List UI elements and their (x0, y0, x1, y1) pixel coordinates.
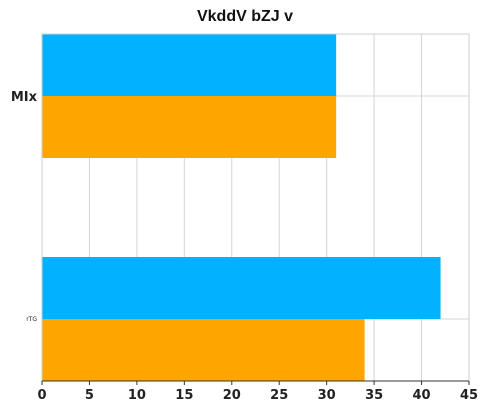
x-tick-label: 40 (413, 388, 431, 403)
x-tick-label: 35 (365, 388, 383, 403)
y-tick-label: MIx (11, 90, 38, 105)
x-tick-label: 25 (270, 388, 288, 403)
x-tick-label: 20 (223, 388, 241, 403)
chart-title: VkddV bZJ v (196, 8, 294, 25)
x-tick-label: 5 (85, 388, 94, 403)
y-tick-label: rTG (26, 316, 37, 323)
bar-rTG-series-0 (42, 257, 441, 319)
x-tick-label: 10 (128, 388, 146, 403)
bar-MIx-series-0 (42, 34, 337, 96)
x-tick-label: 0 (37, 388, 46, 403)
x-tick-label: 45 (460, 388, 478, 403)
x-tick-label: 15 (175, 388, 193, 403)
bar-MIx-series-1 (42, 96, 337, 158)
x-tick-label: 30 (318, 388, 336, 403)
bar-rTG-series-1 (42, 319, 365, 381)
